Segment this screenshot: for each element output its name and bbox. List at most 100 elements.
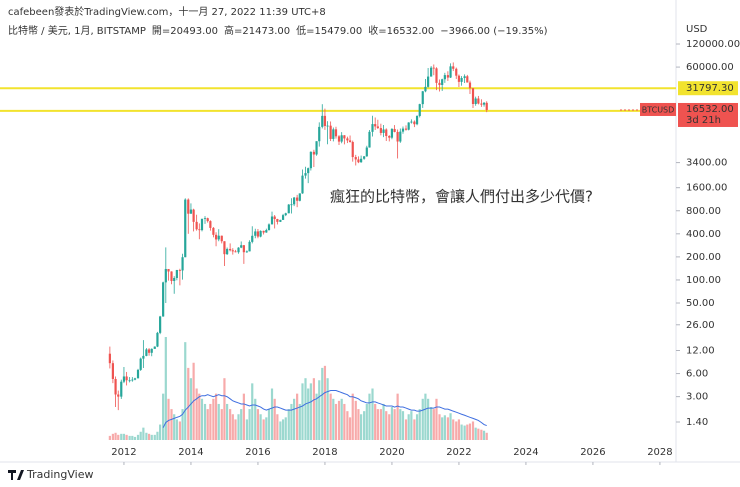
- volume-bar: [309, 383, 312, 440]
- volume-bar: [443, 415, 446, 440]
- y-tick-label: 12.00: [686, 346, 715, 357]
- candle-body: [371, 124, 374, 132]
- candle-body: [326, 125, 329, 127]
- volume-bar: [131, 435, 134, 440]
- volume-bar: [256, 409, 260, 440]
- candle-body: [460, 78, 463, 82]
- volume-bar: [321, 367, 324, 440]
- volume-bar: [482, 430, 486, 440]
- last-price-label: 16532.00: [686, 104, 734, 115]
- candle-body: [323, 115, 327, 126]
- volume-bar: [206, 409, 209, 440]
- candle-body: [435, 68, 438, 83]
- volume-bar: [170, 409, 173, 440]
- candle-body: [441, 79, 444, 85]
- price-label: 31797.30: [686, 83, 734, 94]
- volume-bar: [284, 417, 287, 440]
- volume-bar: [334, 403, 338, 440]
- x-tick-label: 2026: [580, 447, 605, 458]
- y-tick-label: 6.00: [686, 369, 708, 380]
- candle-body: [142, 355, 145, 359]
- volume-bar: [452, 419, 455, 440]
- candle-body: [290, 204, 293, 206]
- volume-bar: [242, 393, 245, 440]
- candle-body: [114, 378, 117, 395]
- volume-bar: [248, 409, 251, 440]
- candle-body: [147, 349, 151, 353]
- y-tick-label: 1.40: [686, 417, 708, 428]
- candle-body: [343, 135, 346, 139]
- candle-body: [192, 209, 195, 222]
- volume-bar: [153, 434, 156, 440]
- candle-body: [111, 363, 114, 379]
- x-tick-label: 2014: [178, 447, 203, 458]
- volume-bar: [468, 423, 472, 440]
- candle-body: [443, 75, 446, 80]
- volume-bar: [164, 337, 167, 440]
- volume-bar: [259, 414, 262, 440]
- candle-body: [427, 76, 430, 87]
- candle-body: [301, 175, 304, 194]
- candle-body: [217, 235, 220, 240]
- x-tick-label: 2028: [647, 447, 672, 458]
- volume-bar: [415, 414, 419, 440]
- quote-value: =20493.00: [162, 26, 218, 37]
- candle-body: [348, 140, 352, 142]
- volume-bar: [254, 398, 257, 440]
- candle-body: [175, 269, 178, 279]
- volume-bar: [167, 398, 170, 440]
- volume-bar: [231, 414, 234, 440]
- volume-bar: [340, 398, 343, 440]
- volume-bar: [312, 378, 315, 440]
- volume-bar: [438, 414, 441, 440]
- candle-body: [363, 156, 366, 159]
- x-tick-label: 2020: [379, 447, 404, 458]
- volume-bar: [343, 403, 346, 440]
- volume-bar: [363, 411, 366, 440]
- candle-body: [407, 122, 410, 130]
- candle-body: [298, 193, 301, 201]
- quote-key: 收: [368, 24, 378, 37]
- candle-body: [430, 67, 433, 77]
- candle-body: [125, 376, 128, 381]
- candle-body: [276, 219, 279, 222]
- volume-bar: [293, 398, 296, 440]
- volume-bar: [195, 388, 198, 440]
- volume-bar: [388, 414, 391, 440]
- volume-bar: [368, 393, 371, 440]
- volume-bar: [474, 427, 477, 440]
- candle-body: [374, 124, 377, 127]
- volume-bar: [390, 407, 394, 440]
- candle-body: [254, 231, 257, 236]
- volume-bar: [460, 424, 463, 440]
- candle-body: [279, 219, 282, 222]
- quote-value: =16532.00: [378, 26, 434, 37]
- volume-bar: [418, 409, 421, 440]
- annotation: 瘋狂的比特幣，會讓人們付出多少代價?: [330, 188, 593, 206]
- volume-bar: [396, 393, 399, 440]
- volume-bar: [298, 403, 301, 440]
- volume-bar: [270, 388, 274, 440]
- volume-bar: [223, 378, 226, 440]
- candle-body: [346, 138, 349, 141]
- candle-body: [307, 168, 310, 174]
- candle-body: [122, 376, 126, 382]
- volume-bar: [262, 419, 265, 440]
- volume-bar: [245, 419, 248, 440]
- candle-body: [376, 126, 379, 129]
- candle-body: [468, 82, 472, 89]
- candle-body: [256, 231, 260, 237]
- volume-bar: [401, 411, 405, 440]
- candle-body: [267, 224, 271, 231]
- candle-body: [354, 157, 357, 160]
- candle-body: [432, 67, 435, 69]
- volume-bar: [399, 409, 402, 440]
- candle-body: [304, 173, 307, 176]
- candle-body: [156, 332, 159, 347]
- volume-bar: [184, 342, 187, 440]
- volume-bar: [360, 414, 363, 440]
- volume-bar: [150, 434, 153, 440]
- volume-bar: [145, 432, 148, 440]
- volume-bar: [365, 403, 368, 440]
- volume-bar: [200, 398, 204, 440]
